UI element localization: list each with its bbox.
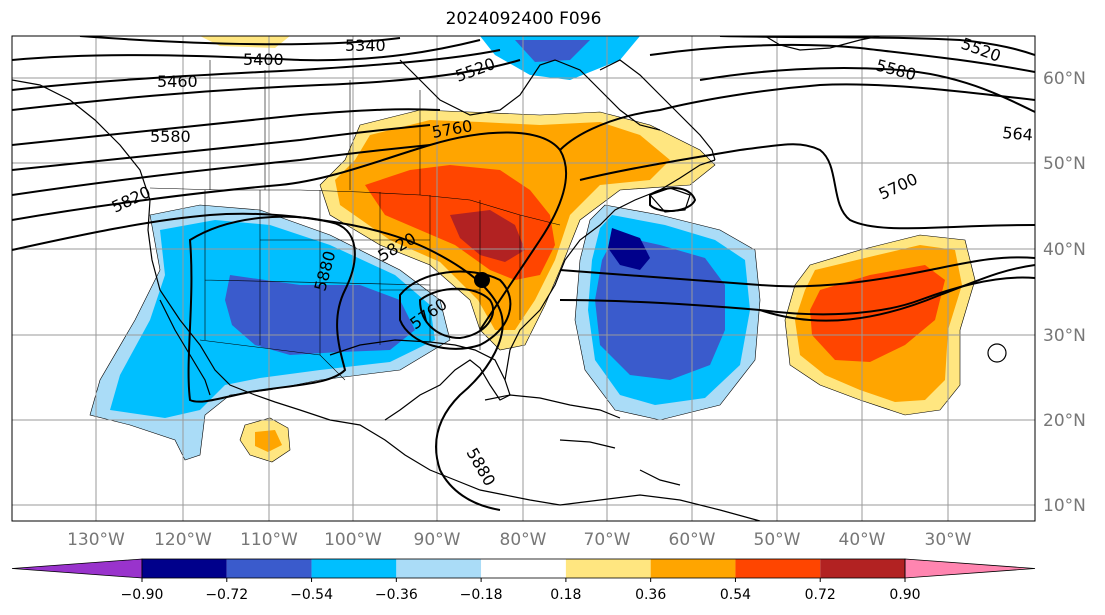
colorbar-tick-label: −0.54 xyxy=(290,587,333,603)
colorbar-segment xyxy=(735,559,821,578)
lon-tick: 100°W xyxy=(324,530,382,550)
lat-tick: 30°N xyxy=(1043,326,1086,346)
contour-east-5700 xyxy=(579,143,1035,230)
lat-tick: 20°N xyxy=(1043,411,1086,431)
contour-5340 xyxy=(79,36,401,46)
latitude-labels: 60°N 50°N 40°N 30°N 20°N 10°N xyxy=(1043,69,1086,516)
lat-tick: 10°N xyxy=(1043,496,1086,516)
south-america-north xyxy=(559,494,761,521)
contour-5460 xyxy=(12,49,501,91)
lon-tick: 120°W xyxy=(154,530,212,550)
colorbar-segment xyxy=(396,559,482,578)
contour-label: 5400 xyxy=(243,50,284,69)
cuba-caribbean xyxy=(484,394,681,486)
baja-california xyxy=(159,299,211,396)
contour-east-5520 xyxy=(719,36,1035,56)
contour-label: 5460 xyxy=(157,72,198,91)
colorbar-extend-low xyxy=(11,558,143,579)
colorbar-tick-label: 0.54 xyxy=(720,587,751,603)
contour-label: 5340 xyxy=(345,36,386,55)
colorbar-segment xyxy=(481,559,566,578)
colorbar-segment xyxy=(565,559,651,578)
contour-east-5640 xyxy=(699,67,1035,113)
us-mexico-border xyxy=(199,339,346,381)
contour-5520-west xyxy=(12,59,521,111)
colorbar-extend-high xyxy=(904,558,1036,579)
greenland xyxy=(764,36,881,51)
contour-5880 xyxy=(187,215,356,403)
positive-anomaly-eastern-atlantic-inner xyxy=(810,265,945,362)
colorbar-tick-label: −0.36 xyxy=(375,587,418,603)
contour-5820 xyxy=(12,212,504,511)
colorbar-tick-label: 0.72 xyxy=(805,587,836,603)
colorbar-tick-label: −0.90 xyxy=(121,587,164,603)
contour-east-5580 xyxy=(649,43,1035,73)
lat-tick: 40°N xyxy=(1043,240,1086,260)
lon-tick: 110°W xyxy=(240,530,298,550)
contour-low-inner xyxy=(418,287,495,340)
east-coast xyxy=(504,159,716,381)
azores-contour-loop xyxy=(987,343,1007,363)
map-frame xyxy=(11,35,1036,522)
hudson-bay xyxy=(399,59,661,131)
lat-tick: 50°N xyxy=(1043,154,1086,174)
contour-low-center xyxy=(399,270,512,350)
colorbar-segment xyxy=(820,559,905,578)
colorbar-frame xyxy=(141,558,906,579)
lat-tick: 60°N xyxy=(1043,69,1086,89)
lon-tick: 50°W xyxy=(754,530,801,550)
contour-label: 564 xyxy=(1002,123,1034,145)
contour-5400 xyxy=(12,39,481,62)
colorbar-segment xyxy=(226,559,312,578)
colorbar-tick-label: 0.36 xyxy=(635,587,666,603)
labrador xyxy=(599,59,716,161)
colorbar-segment xyxy=(142,559,227,578)
colorbar-tick-label: −0.72 xyxy=(205,587,248,603)
north-america-west-coast xyxy=(12,79,561,506)
contour-east-5760 xyxy=(559,83,1035,151)
lon-tick: 70°W xyxy=(584,530,631,550)
lon-tick: 40°W xyxy=(839,530,886,550)
lon-tick: 60°W xyxy=(669,530,716,550)
negative-anomaly-north-inner xyxy=(515,40,590,62)
colorbar-segment xyxy=(311,559,397,578)
colorbar-tick-label: 0.18 xyxy=(550,587,581,603)
contour-5580-west xyxy=(12,108,441,146)
contour-5640-west xyxy=(12,124,431,171)
gridlines xyxy=(12,36,1035,521)
lon-tick: 130°W xyxy=(67,530,125,550)
lon-tick: 80°W xyxy=(500,530,547,550)
lon-tick: 30°W xyxy=(925,530,972,550)
colorbar: −0.90 −0.72 −0.54 −0.36 −0.18 0.18 0.36 0.54 0.7… xyxy=(11,558,1036,603)
height-contours xyxy=(12,36,1035,511)
contour-newfoundland-loop xyxy=(649,187,697,212)
anomaly-fills xyxy=(89,36,976,463)
contour-atlantic-5820-loop xyxy=(759,264,1035,322)
contour-5760-west xyxy=(12,131,568,331)
lon-tick: 90°W xyxy=(414,530,461,550)
contour-label: 5580 xyxy=(150,127,191,146)
map-title: 2024092400 F096 xyxy=(445,9,602,29)
contour-atlantic-5820 xyxy=(559,256,1035,288)
colorbar-segment xyxy=(650,559,736,578)
longitude-labels: 130°W 120°W 110°W 100°W 90°W 80°W 70°W 6… xyxy=(67,530,972,550)
colorbar-tick-label: −0.18 xyxy=(460,587,503,603)
contour-5700-west xyxy=(12,144,431,196)
colorbar-tick-label: 0.90 xyxy=(889,587,920,603)
storm-center-dot xyxy=(474,272,490,288)
